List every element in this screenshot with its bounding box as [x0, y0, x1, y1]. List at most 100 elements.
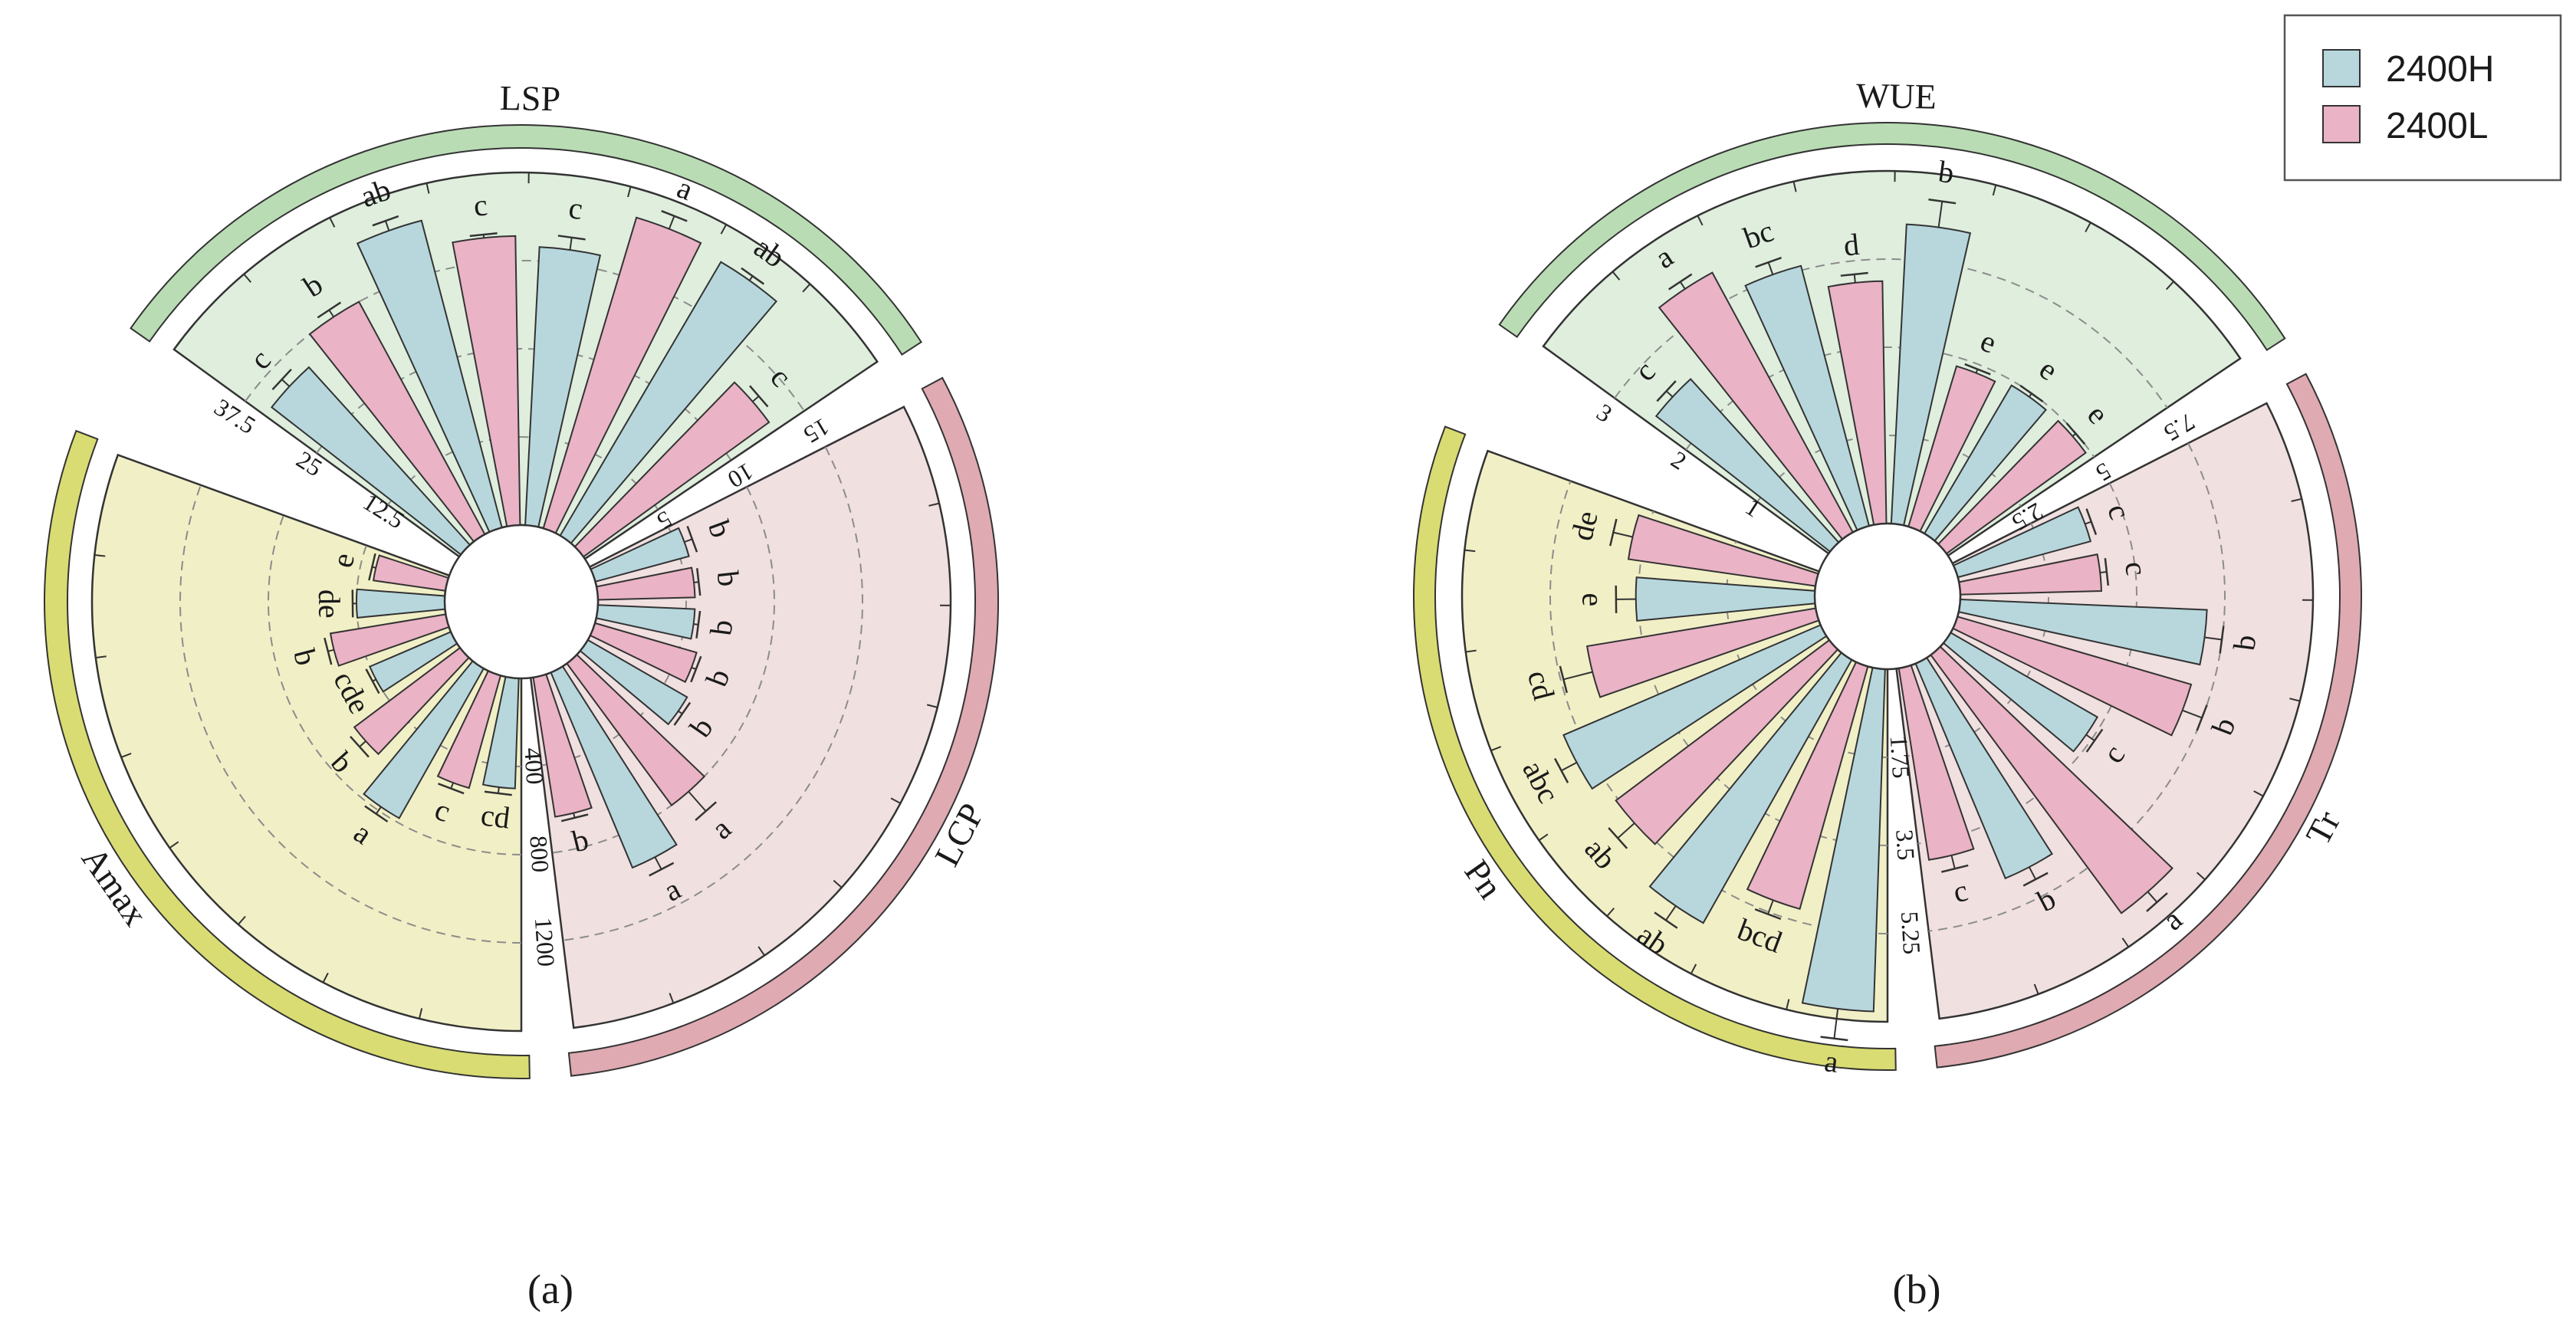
outer-tick — [720, 224, 728, 235]
outer-tick — [802, 283, 811, 293]
error-bar — [1679, 281, 1686, 290]
outer-tick — [757, 946, 766, 957]
error-cap — [372, 215, 399, 227]
axis-tick-label: 1.75 — [1885, 734, 1915, 779]
error-cap — [649, 862, 675, 877]
outer-tick — [1465, 649, 1477, 653]
grid-circle — [1549, 481, 1888, 934]
outer-tick — [329, 217, 336, 228]
error-bar — [752, 395, 760, 402]
outer-tick — [926, 704, 938, 708]
outer-tick — [2033, 983, 2039, 995]
sector-band — [130, 124, 923, 356]
error-cap — [686, 526, 698, 553]
outer-tick — [1697, 215, 1704, 226]
error-cap — [690, 655, 702, 683]
outer-tick — [1690, 964, 1697, 974]
outer-tick — [2289, 698, 2301, 702]
outer-tick — [1937, 1007, 1940, 1019]
error-cap — [2065, 422, 2086, 445]
error-bar — [654, 856, 662, 870]
error-bar — [1833, 1008, 1839, 1039]
error-bar — [1767, 261, 1774, 275]
error-cap — [469, 231, 498, 238]
grid-circle — [1928, 442, 2226, 932]
outer-tick — [1612, 271, 1621, 281]
significance-letter: cd — [479, 797, 512, 835]
outer-tick — [2230, 357, 2241, 366]
error-bar — [384, 220, 390, 231]
outer-tick — [120, 752, 132, 758]
error-cap — [673, 701, 692, 726]
error-cap — [438, 783, 465, 795]
error-cap — [696, 568, 702, 596]
axis-tick-label: 15 — [799, 413, 834, 449]
panel-label-a: (a) — [527, 1266, 573, 1312]
error-cap — [661, 210, 688, 222]
significance-letter: a — [1822, 1043, 1840, 1079]
sector-band — [43, 429, 531, 1079]
error-bar — [1766, 900, 1774, 915]
error-bar — [1937, 201, 1944, 228]
error-cap — [2196, 704, 2208, 731]
outer-tick — [627, 186, 632, 198]
error-bar — [358, 740, 366, 748]
error-bar — [1617, 822, 1635, 839]
error-bar — [375, 806, 382, 815]
outer-tick — [2085, 222, 2091, 233]
outer-tick — [2253, 790, 2264, 797]
outer-tick — [1538, 833, 1549, 842]
sector-band — [567, 376, 999, 1077]
error-cap — [2022, 872, 2049, 887]
outer-tick — [2121, 937, 2130, 947]
outer-tick — [894, 405, 905, 413]
error-cap — [2146, 892, 2168, 912]
error-bar — [2085, 734, 2095, 742]
sector-title: WUE — [1856, 76, 1937, 117]
legend-swatch-2400h — [2322, 49, 2361, 87]
error-bar — [668, 215, 675, 229]
error-cap — [741, 267, 765, 285]
error-cap — [2085, 508, 2098, 535]
axis-tick-label: 2 — [1666, 445, 1691, 475]
outer-tick — [1792, 181, 1797, 192]
error-cap — [1964, 363, 1991, 376]
axis-tick-label: 5.25 — [1896, 911, 1926, 955]
axis-tick-label: 800 — [524, 835, 554, 873]
outer-tick — [243, 273, 251, 283]
error-bar — [1665, 390, 1674, 398]
error-cap — [749, 385, 769, 408]
error-bar — [281, 379, 291, 387]
error-bar — [2204, 636, 2223, 641]
sector-band — [1413, 425, 1897, 1071]
error-cap — [350, 735, 370, 758]
error-cap — [364, 805, 389, 822]
outer-tick — [169, 841, 179, 849]
error-cap — [557, 235, 586, 241]
error-cap — [1654, 911, 1678, 929]
outer-tick — [173, 349, 183, 356]
outer-tick — [94, 554, 106, 557]
error-cap — [1553, 757, 1569, 783]
error-cap — [1559, 665, 1568, 694]
sector-band — [1498, 121, 2286, 352]
error-cap — [365, 668, 380, 694]
outer-tick — [117, 454, 129, 460]
significance-letter: e — [1576, 593, 1610, 606]
error-cap — [1940, 864, 1969, 873]
error-bar — [1612, 531, 1633, 538]
significance-letter: c — [472, 187, 489, 223]
outer-tick — [238, 915, 246, 925]
error-cap — [1668, 273, 1693, 291]
outer-tick — [418, 1008, 423, 1019]
outer-tick — [833, 879, 843, 888]
sector-band — [1934, 373, 2362, 1069]
outer-tick — [571, 1016, 575, 1028]
error-cap — [1754, 908, 1782, 921]
significance-letter: d — [1842, 227, 1861, 263]
center-hole — [443, 524, 600, 680]
